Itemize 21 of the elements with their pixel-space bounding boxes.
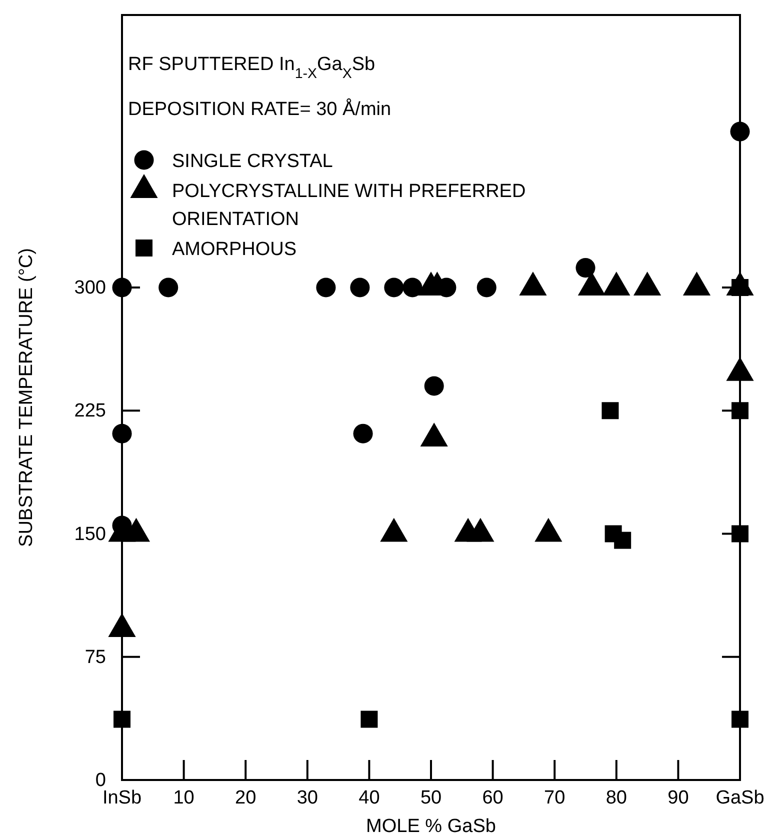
x-tick-label: 10: [173, 787, 194, 808]
text: DEPOSITION RATE= 30 Å/min: [128, 98, 392, 120]
text: RF SPUTTERED In$_{1-X}$Ga$_{X}$Sb: [128, 54, 376, 82]
legend-label: SINGLE CRYSTAL: [172, 151, 333, 172]
legend-label: AMORPHOUS: [172, 239, 297, 260]
x-tick-label: 90: [668, 787, 689, 808]
y-tick-label: 300: [74, 278, 106, 299]
y-tick-label: 75: [84, 646, 106, 668]
x-tick-label: 50: [420, 787, 442, 808]
x-tick-label: 80: [606, 787, 627, 808]
x-tick-label: 60: [482, 787, 504, 808]
legend-label: POLYCRYSTALLINE WITH PREFERRED ORIENTATION: [172, 181, 526, 230]
x-tick-label: 20: [235, 787, 256, 808]
x-tick-label: 40: [358, 787, 380, 808]
y-tick-label: 150: [74, 524, 106, 545]
x-tick-label: GaSb: [716, 787, 764, 808]
x-tick-label: 70: [544, 787, 566, 808]
x-axis-title: MOLE % GaSb: [366, 816, 496, 837]
x-tick-label: 30: [296, 787, 318, 808]
y-tick-label: 225: [74, 400, 106, 422]
y-axis-title: SUBSTRATE TEMPERATURE (°C): [16, 248, 37, 547]
